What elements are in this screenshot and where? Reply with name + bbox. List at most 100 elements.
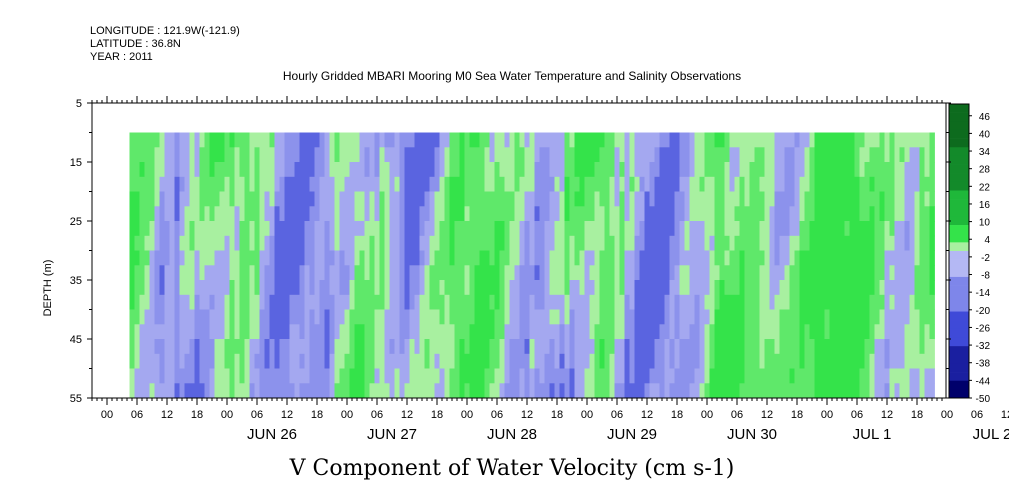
heat-cell xyxy=(889,221,895,237)
heat-cell xyxy=(584,221,590,237)
heat-cell xyxy=(239,339,245,355)
heat-cell xyxy=(489,162,495,178)
x-hour-label: 12 xyxy=(281,409,293,421)
heat-cell xyxy=(554,250,560,266)
heat-cell xyxy=(654,132,660,148)
heat-cell xyxy=(874,132,880,148)
heat-cell xyxy=(464,147,470,163)
heat-cell xyxy=(504,235,510,251)
heat-cell xyxy=(669,221,675,237)
heat-cell xyxy=(639,221,645,237)
heat-cell xyxy=(379,324,385,340)
heat-cell xyxy=(664,294,670,310)
heat-cell xyxy=(274,265,280,281)
heat-cell xyxy=(739,353,745,369)
heat-cell xyxy=(744,353,750,369)
heat-cell xyxy=(909,147,915,163)
heat-cell xyxy=(549,206,555,222)
heat-cell xyxy=(159,265,165,281)
heat-cell xyxy=(189,235,195,251)
heat-cell xyxy=(874,250,880,266)
heat-cell xyxy=(534,176,540,192)
heat-cell xyxy=(919,324,925,340)
heat-cell xyxy=(924,206,930,222)
heat-cell xyxy=(654,294,660,310)
heat-cell xyxy=(349,339,355,355)
heat-cell xyxy=(159,280,165,296)
heat-cell xyxy=(619,206,625,222)
heat-cell xyxy=(319,265,325,281)
heat-cell xyxy=(409,191,415,207)
heat-cell xyxy=(884,206,890,222)
heat-cell xyxy=(699,339,705,355)
heat-cell xyxy=(674,383,680,399)
heat-cell xyxy=(919,191,925,207)
heat-cell xyxy=(169,368,175,384)
heat-cell xyxy=(554,383,560,399)
heat-cell xyxy=(574,265,580,281)
heat-cell xyxy=(314,280,320,296)
heat-cell xyxy=(389,324,395,340)
heat-cell xyxy=(184,132,190,148)
heat-cell xyxy=(734,368,740,384)
heat-cell xyxy=(579,265,585,281)
heat-cell xyxy=(694,383,700,399)
colorbar-segment xyxy=(949,380,969,390)
heat-cell xyxy=(294,206,300,222)
heat-cell xyxy=(279,162,285,178)
heat-cell xyxy=(394,353,400,369)
heat-cell xyxy=(924,235,930,251)
heat-cell xyxy=(564,324,570,340)
heat-cell xyxy=(744,368,750,384)
heat-cell xyxy=(424,221,430,237)
heat-cell xyxy=(814,221,820,237)
heat-cell xyxy=(664,191,670,207)
heat-cell xyxy=(159,339,165,355)
heat-cell xyxy=(874,353,880,369)
heat-cell xyxy=(779,176,785,192)
heat-cell xyxy=(389,147,395,163)
heat-cell xyxy=(419,309,425,325)
heat-cell xyxy=(679,265,685,281)
heat-cell xyxy=(589,162,595,178)
heat-cell xyxy=(434,383,440,399)
heat-cell xyxy=(279,280,285,296)
heat-cell xyxy=(684,250,690,266)
heat-cell xyxy=(234,324,240,340)
heat-cell xyxy=(594,162,600,178)
heat-cell xyxy=(129,250,135,266)
heat-cell xyxy=(809,324,815,340)
heat-cell xyxy=(244,294,250,310)
heat-cell xyxy=(774,265,780,281)
heat-cell xyxy=(289,191,295,207)
heat-cell xyxy=(769,221,775,237)
heat-cell xyxy=(314,383,320,399)
heat-cell xyxy=(479,162,485,178)
heat-cell xyxy=(164,162,170,178)
heat-cell xyxy=(884,280,890,296)
heat-cell xyxy=(924,309,930,325)
heat-cell xyxy=(224,221,230,237)
heat-cell xyxy=(414,309,420,325)
heat-cell xyxy=(369,339,375,355)
heat-cell xyxy=(164,383,170,399)
heat-cell xyxy=(809,383,815,399)
heat-cell xyxy=(804,265,810,281)
heat-cell xyxy=(589,221,595,237)
heat-cell xyxy=(814,309,820,325)
heat-cell xyxy=(899,368,905,384)
heat-cell xyxy=(199,353,205,369)
heat-cell xyxy=(669,250,675,266)
heat-cell xyxy=(249,280,255,296)
latitude-label: LATITUDE : 36.8N xyxy=(90,38,181,50)
heat-cell xyxy=(929,235,935,251)
heat-cell xyxy=(594,221,600,237)
heat-cell xyxy=(719,147,725,163)
heat-cell xyxy=(699,191,705,207)
heat-cell xyxy=(599,368,605,384)
heat-cell xyxy=(459,368,465,384)
heat-cell xyxy=(334,250,340,266)
heat-cell xyxy=(354,353,360,369)
heat-cell xyxy=(744,221,750,237)
heat-cell xyxy=(894,324,900,340)
